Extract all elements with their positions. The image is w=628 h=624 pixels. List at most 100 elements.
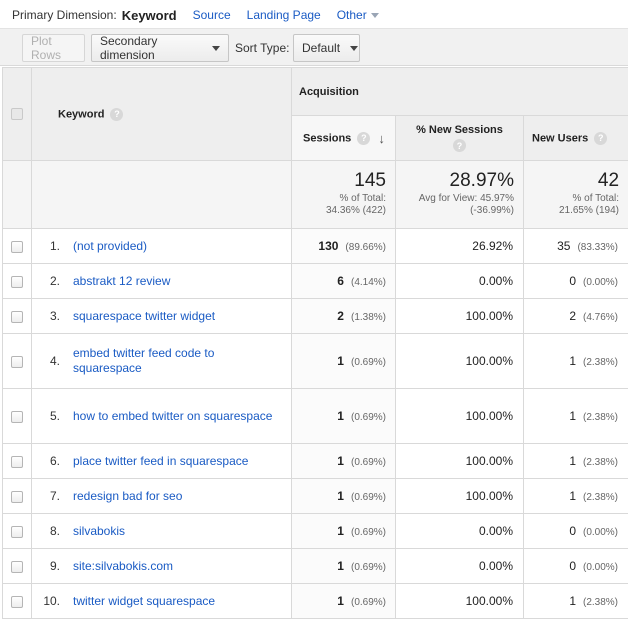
sort-descending-icon: ↓ — [378, 130, 385, 146]
chevron-down-icon — [212, 45, 220, 51]
row-select-cell — [2, 478, 32, 514]
row-checkbox[interactable] — [11, 490, 23, 503]
sessions-value: 130 — [318, 239, 339, 253]
table-row: 2. abstrakt 12 review 6 (4.14%) 0.00% 0 (0.00%… — [2, 263, 628, 299]
help-icon[interactable]: ? — [453, 139, 466, 152]
new-users-header-label: New Users — [532, 131, 589, 144]
sessions-cell: 130 (89.66%) — [291, 228, 396, 264]
new-users-percent: (0.00%) — [583, 527, 619, 538]
keyword-header-label: Keyword — [58, 107, 105, 120]
sessions-percent: (0.69%) — [350, 492, 386, 503]
table-row: 3. squarespace twitter widget 2 (1.38%) 100.… — [2, 298, 628, 334]
keyword-link[interactable]: embed twitter feed code to squarespace — [73, 346, 215, 375]
sort-type-dropdown[interactable]: Default — [293, 34, 360, 62]
new-users-percent: (0.00%) — [583, 562, 619, 573]
keyword-header[interactable]: Keyword? — [31, 67, 292, 161]
new-users-percent: (2.38%) — [583, 457, 619, 468]
keyword-link[interactable]: how to embed twitter on squarespace — [73, 408, 273, 423]
data-table: Keyword? Acquisition Sessions? ↓ % New Se… — [2, 67, 628, 619]
sessions-cell: 1 (0.69%) — [291, 513, 396, 549]
new-users-cell: 0 (0.00%) — [522, 263, 628, 299]
sessions-cell: 1 (0.69%) — [291, 388, 396, 444]
help-icon[interactable]: ? — [357, 131, 371, 145]
sessions-header-label: Sessions — [303, 131, 352, 144]
keyword-link[interactable]: site:silvabokis.com — [73, 558, 174, 573]
new-users-percent: (0.00%) — [583, 277, 619, 288]
select-all-checkbox[interactable] — [11, 108, 23, 121]
row-checkbox[interactable] — [11, 275, 23, 288]
help-icon[interactable]: ? — [110, 107, 124, 121]
new-sessions-cell: 26.92% — [395, 228, 524, 264]
row-select-cell — [2, 388, 32, 444]
totals-new-sessions: 28.97% Avg for View: 45.97% (-36.99%) — [395, 160, 524, 229]
new-users-cell: 1 (2.38%) — [522, 333, 628, 389]
row-checkbox[interactable] — [11, 355, 23, 368]
primary-dimension-bar: Primary Dimension: Keyword Source Landin… — [12, 7, 379, 23]
keyword-cell: 1. (not provided) — [31, 228, 292, 264]
row-select-cell — [2, 513, 32, 549]
new-users-header[interactable]: New Users? — [522, 115, 628, 161]
new-users-value: 0 — [569, 559, 576, 573]
row-index: 1. — [49, 239, 60, 253]
sessions-percent: (89.66%) — [345, 242, 386, 253]
new-sessions-header[interactable]: % New Sessions ? — [395, 115, 524, 161]
row-checkbox[interactable] — [11, 410, 23, 423]
row-index: 6. — [49, 454, 60, 468]
new-users-cell: 1 (2.38%) — [522, 443, 628, 479]
row-select-cell — [2, 298, 32, 334]
primary-dimension-other-dropdown[interactable]: Other — [337, 8, 379, 22]
table-row: 8. silvabokis 1 (0.69%) 0.00% 0 (0.00%) — [2, 513, 628, 549]
new-sessions-cell: 100.00% — [395, 583, 524, 619]
row-checkbox[interactable] — [11, 525, 23, 538]
table-row: 4. embed twitter feed code to squarespace… — [2, 333, 628, 389]
table-toolbar: Plot Rows Secondary dimension Sort Type:… — [0, 28, 628, 66]
new-users-percent: (2.38%) — [583, 492, 619, 503]
row-checkbox[interactable] — [11, 595, 23, 608]
plot-rows-button[interactable]: Plot Rows — [22, 34, 85, 62]
primary-dimension-label: Primary Dimension: — [12, 8, 117, 22]
table-row: 1. (not provided) 130 (89.66%) 26.92% 35 (83.3… — [2, 228, 628, 264]
table-row: 6. place twitter feed in squarespace 1 (0.6… — [2, 443, 628, 479]
sessions-percent: (0.69%) — [350, 562, 386, 573]
chevron-down-icon — [350, 45, 359, 51]
keyword-link[interactable]: redesign bad for seo — [73, 488, 183, 503]
sessions-cell: 1 (0.69%) — [291, 583, 396, 619]
new-sessions-cell: 0.00% — [395, 513, 524, 549]
secondary-dimension-dropdown[interactable]: Secondary dimension — [91, 34, 229, 62]
keyword-cell: 8. silvabokis — [31, 513, 292, 549]
row-checkbox[interactable] — [11, 560, 23, 573]
row-index: 5. — [49, 409, 60, 423]
keyword-cell: 9. site:silvabokis.com — [31, 548, 292, 584]
new-users-value: 0 — [569, 274, 576, 288]
keyword-link[interactable]: abstrakt 12 review — [73, 273, 171, 288]
keyword-cell: 6. place twitter feed in squarespace — [31, 443, 292, 479]
primary-dimension-landing-page-link[interactable]: Landing Page — [246, 8, 321, 22]
help-icon[interactable]: ? — [594, 131, 608, 145]
chevron-down-icon — [370, 12, 379, 18]
new-users-value: 1 — [569, 454, 576, 468]
row-checkbox[interactable] — [11, 240, 23, 253]
row-index: 9. — [49, 559, 60, 573]
sessions-value: 1 — [337, 559, 344, 573]
keyword-link[interactable]: squarespace twitter widget — [73, 308, 216, 323]
keyword-link[interactable]: place twitter feed in squarespace — [73, 453, 249, 468]
table-row: 5. how to embed twitter on squarespace 1 (0… — [2, 388, 628, 444]
sessions-cell: 6 (4.14%) — [291, 263, 396, 299]
row-select-cell — [2, 443, 32, 479]
row-index: 10. — [43, 594, 60, 608]
row-index: 4. — [49, 354, 60, 368]
sessions-percent: (0.69%) — [350, 457, 386, 468]
new-users-cell: 1 (2.38%) — [522, 583, 628, 619]
acquisition-group-header: Acquisition — [290, 67, 628, 116]
row-checkbox[interactable] — [11, 455, 23, 468]
row-select-cell — [2, 333, 32, 389]
keyword-link[interactable]: twitter widget squarespace — [73, 593, 216, 608]
keyword-link[interactable]: silvabokis — [73, 523, 126, 538]
table-row: 10. twitter widget squarespace 1 (0.69%) 100… — [2, 583, 628, 619]
row-select-cell — [2, 583, 32, 619]
row-checkbox[interactable] — [11, 310, 23, 323]
totals-new-users: 42 % of Total: 21.65% (194) — [522, 160, 628, 229]
sessions-header[interactable]: Sessions? ↓ — [291, 115, 396, 161]
keyword-link[interactable]: (not provided) — [73, 238, 148, 253]
primary-dimension-source-link[interactable]: Source — [192, 8, 231, 22]
